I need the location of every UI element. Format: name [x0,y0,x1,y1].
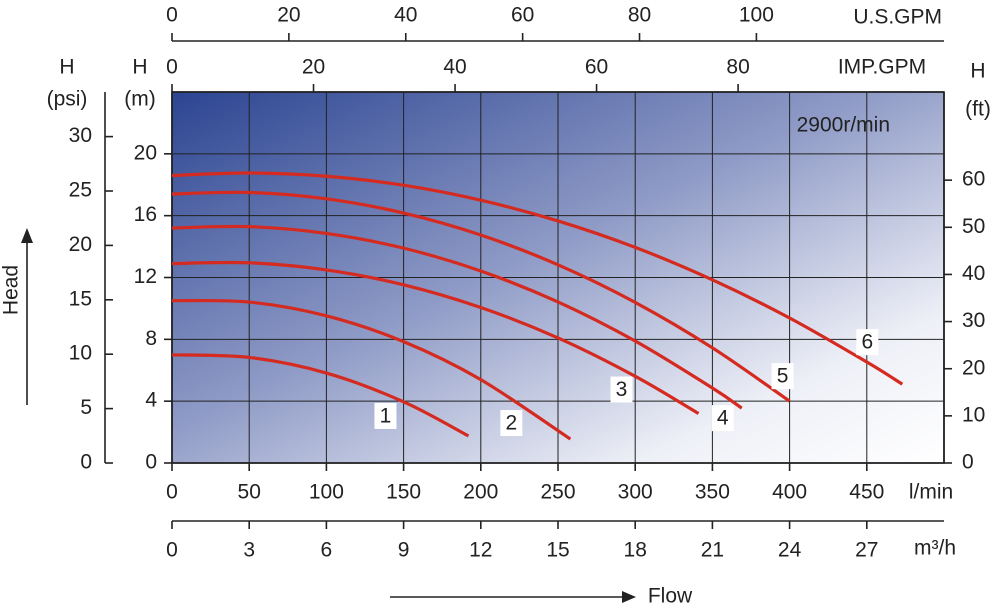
y-tick-label: 20 [134,141,157,164]
x-top-unit: U.S.GPM [853,6,942,29]
y-tick-label: 20 [69,233,92,256]
y-tick-label: 0 [80,451,92,474]
curve-label: 1 [380,404,392,427]
curve-label: 3 [616,378,628,401]
y-tick-label: 12 [134,265,157,288]
x-tick-label: 150 [386,481,421,504]
y-ft-label: H [970,60,985,83]
x-tick-label: 9 [398,539,410,562]
y-tick-label: 40 [962,262,985,285]
curve-label-box [500,410,523,437]
x-tick-label: 6 [321,539,333,562]
x-tick-label: 250 [540,481,575,504]
x-tick-label: 24 [778,539,802,562]
x-tick-label: 40 [443,56,466,79]
y-tick-label: 20 [962,356,985,379]
annotation: 2900r/min [797,114,890,137]
x-tick-label: 80 [726,56,749,79]
x-tick-label: 0 [166,481,178,504]
y-axis-title: Head [0,265,23,315]
y-tick-label: 10 [69,342,92,365]
x-tick-label: 20 [302,56,325,79]
curve-label-box [711,405,734,432]
curve-label-box [856,329,879,356]
curve-label: 4 [717,407,729,430]
x-tick-label: 350 [695,481,730,504]
x-tick-label: 450 [849,481,884,504]
x-tick-label: 21 [701,539,724,562]
x-tick-label: 15 [546,539,569,562]
y-tick-label: 25 [69,179,92,202]
y-tick-label: 4 [145,389,157,412]
curve-label: 5 [777,365,789,388]
x-top2-unit: IMP.GPM [838,56,926,79]
x-tick-label: 200 [463,481,498,504]
pump-curve [171,353,470,438]
x2-unit: m³/h [914,537,956,560]
x-tick-label: 18 [624,539,647,562]
x-tick-label: 100 [739,4,774,27]
y-tick-label: 16 [134,203,157,226]
pump-curve [171,260,700,415]
x-tick-label: 60 [511,4,534,27]
x-tick-label: 100 [309,481,344,504]
x-tick-label: 3 [243,539,255,562]
y-ft-label: (ft) [965,98,991,121]
pump-curve [171,224,743,410]
x-tick-label: 12 [469,539,492,562]
x-tick-label: 400 [772,481,807,504]
y-tick-label: 50 [962,215,985,238]
x-tick-label: 0 [166,56,178,79]
y-tick-label: 60 [962,168,985,191]
x-unit: l/min [909,481,953,504]
pump-curve [171,298,572,441]
flow-arrow-head [622,591,636,603]
curve-label-box [610,376,633,403]
pump-curve [171,190,791,403]
x-tick-label: 0 [166,539,178,562]
x-tick-label: 0 [166,4,178,27]
y-tick-label: 30 [69,124,92,147]
head-arrow-head [21,228,33,243]
pump-curve [171,171,904,386]
curve-label: 6 [861,331,873,354]
y-tick-label: 0 [962,451,974,474]
y-axis-label: (m) [124,88,155,111]
x-tick-label: 80 [628,4,651,27]
y-psi-label: (psi) [47,88,88,111]
x-tick-label: 40 [394,4,417,27]
x-tick-label: 300 [618,481,653,504]
y-tick-label: 0 [145,451,157,474]
curve-label-box [771,363,794,390]
x-tick-label: 60 [585,56,608,79]
x-tick-label: 20 [277,4,300,27]
curve-label: 2 [506,412,518,435]
y-tick-label: 5 [80,396,92,419]
x-tick-label: 50 [238,481,261,504]
x-tick-label: 27 [855,539,878,562]
y-tick-label: 30 [962,309,985,332]
y-tick-label: 10 [962,403,985,426]
y-psi-label: H [59,56,74,79]
x-axis-title: Flow [648,585,693,608]
y-tick-label: 15 [69,287,92,310]
y-tick-label: 8 [145,327,157,350]
y-axis-label: H [132,56,147,79]
curve-label-box [374,402,397,429]
